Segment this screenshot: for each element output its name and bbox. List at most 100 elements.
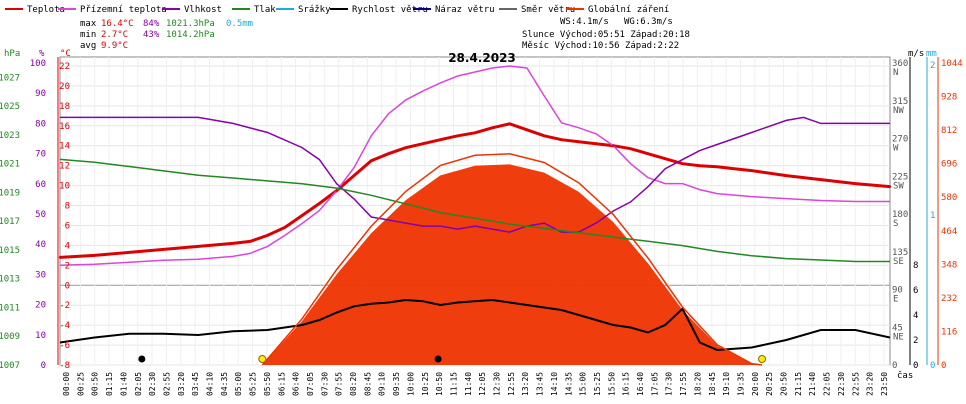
temp-point (404, 146, 408, 149)
pct-tick: 90 (35, 89, 46, 99)
temp-point (456, 134, 459, 137)
temp-point (629, 147, 632, 150)
wm2-tick: 0 (941, 361, 946, 371)
x-tick: 09:10 (378, 372, 387, 396)
series-line-vlhkost (60, 116, 890, 233)
pct-tick: 10 (35, 331, 46, 341)
x-tick: 18:45 (708, 372, 717, 396)
hpa-tick: 1017 (0, 217, 20, 227)
hpa-tick: 1021 (0, 160, 20, 170)
legend-item: Srážky (276, 5, 331, 15)
dir-tick-compass: SW (893, 181, 904, 191)
degc-tick: 12 (59, 162, 70, 172)
x-tick: 05:25 (249, 372, 258, 396)
degc-tick: 2 (65, 261, 70, 271)
x-tick: 16:40 (636, 372, 645, 396)
temp-point (698, 164, 701, 167)
wm2-tick: 232 (941, 294, 957, 304)
x-tick: 10:25 (421, 372, 430, 396)
legend-item: Rychlost větru (330, 5, 428, 15)
legend-item: Vlhkost (162, 5, 222, 15)
moon-marker (434, 355, 442, 363)
degc-tick: -8 (59, 361, 70, 371)
x-tick: 22:05 (823, 372, 832, 396)
hpa-tick: 1007 (0, 361, 20, 371)
temp-point (473, 131, 477, 134)
ms-tick: 4 (913, 311, 918, 321)
degc-tick: 22 (59, 62, 70, 72)
legend-label: Náraz větru (435, 5, 495, 15)
wm2-tick: 348 (941, 260, 957, 270)
pct-tick: 0 (41, 361, 46, 371)
ms-tick: 8 (913, 261, 918, 271)
temp-point (542, 134, 546, 137)
x-tick: 13:20 (521, 372, 530, 396)
hpa-tick: 1013 (0, 275, 20, 285)
stat-max-hum: 84% (143, 19, 160, 29)
x-tick: 14:10 (550, 372, 559, 396)
x-tick: 01:40 (119, 372, 128, 396)
x-tick: 00:50 (91, 372, 100, 396)
hpa-tick: 1023 (0, 131, 20, 141)
temp-point (819, 178, 823, 181)
dir-tick-compass: W (893, 144, 899, 154)
ms-tick: 0 (913, 361, 918, 371)
dir-tick-compass: NE (893, 332, 904, 342)
hpa-tick: 1011 (0, 303, 20, 313)
x-tick: 12:05 (478, 372, 487, 396)
x-tick: 16:15 (622, 372, 631, 396)
x-tick: 03:45 (191, 372, 200, 396)
temp-point (525, 128, 529, 131)
temp-point (197, 245, 200, 248)
legend-item: Teplota (5, 5, 65, 15)
x-tick: 13:45 (536, 372, 545, 396)
moon-marker (138, 355, 146, 363)
wm2-tick: 464 (941, 227, 957, 237)
legend-label: Tlak (254, 5, 276, 15)
x-tick: 11:40 (464, 372, 473, 396)
x-tick: 12:30 (493, 372, 502, 396)
hpa-tick: 1009 (0, 332, 20, 342)
series-line-rychlost-v-tru (59, 298, 891, 352)
wm2-tick: 928 (941, 93, 957, 103)
temp-point (127, 251, 131, 254)
x-tick: 21:40 (808, 372, 817, 396)
legend-item: Přízemní teplota (58, 5, 167, 15)
x-tick: 04:10 (206, 372, 215, 396)
stat-max-temp: 16.4°C (101, 19, 134, 29)
pct-axis-label: % (39, 49, 45, 59)
degc-tick: 10 (59, 182, 70, 192)
legend-label: Globální záření (588, 5, 669, 15)
legend-label: Rychlost větru (352, 5, 428, 15)
hpa-tick: 1025 (0, 102, 20, 112)
temp-point (370, 159, 373, 162)
temp-point (594, 142, 598, 145)
wm2-tick: 696 (941, 160, 957, 170)
series-line-glob-ln-z-en- (261, 153, 763, 366)
x-tick: 19:10 (722, 372, 731, 396)
temp-point (612, 144, 615, 147)
temp-point (421, 142, 425, 145)
ms-axis-label: m/s (908, 49, 924, 59)
degc-tick: 4 (65, 241, 70, 251)
dir-tick-compass: N (893, 68, 898, 78)
ms-tick: 6 (913, 286, 918, 296)
legend-label: Vlhkost (184, 5, 222, 15)
temp-point (93, 254, 96, 257)
temp-point (300, 214, 304, 217)
x-tick: 05:00 (234, 372, 243, 396)
x-tick: 10:50 (435, 372, 444, 396)
dir-tick-compass: NW (893, 106, 904, 116)
degc-tick: 18 (59, 102, 70, 112)
stat-max-rain: 0.5mm (226, 19, 253, 29)
dir-tick: 270 (892, 135, 908, 145)
mm-axis-label: mm (926, 49, 937, 59)
degc-tick: 16 (59, 122, 70, 132)
x-tick: 02:05 (134, 372, 143, 396)
series-line-teplota (59, 122, 891, 259)
temp-point (266, 234, 269, 237)
pct-tick: 70 (35, 150, 46, 160)
x-tick: 21:15 (794, 372, 803, 396)
dir-tick: 90 (892, 286, 903, 296)
